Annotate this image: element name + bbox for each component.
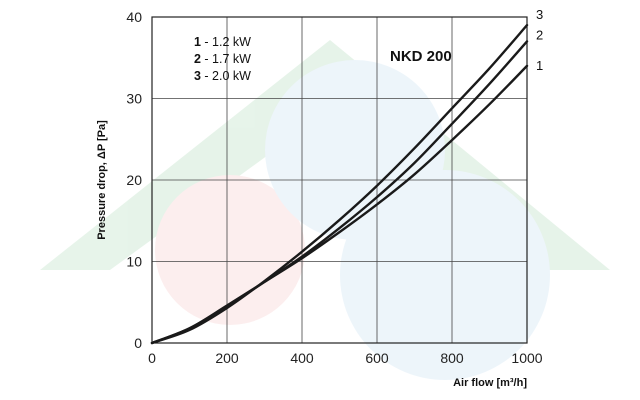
y-tick-label: 30: [126, 91, 142, 107]
x-tick-label: 800: [440, 350, 464, 366]
y-tick-label: 10: [126, 254, 142, 270]
x-axis-label: Air flow [m³/h]: [453, 377, 527, 389]
watermark-logo: [40, 40, 610, 380]
x-tick-label: 600: [365, 350, 389, 366]
y-tick-labels: 0 10 20 30 40: [126, 9, 142, 351]
y-tick-label: 20: [126, 172, 142, 188]
x-tick-label: 200: [215, 350, 239, 366]
series-end-labels: 1 2 3: [536, 7, 543, 73]
chart-title: NKD 200: [390, 48, 452, 65]
x-tick-label: 400: [290, 350, 314, 366]
y-tick-label: 40: [126, 9, 142, 25]
series-line-3: [150, 23, 529, 345]
legend: 1 - 1.2 kW 2 - 1.7 kW 3 - 2.0 kW: [194, 35, 251, 83]
series-line-2: [150, 40, 529, 345]
series-layer: [150, 23, 529, 345]
legend-item-2: 2 - 1.7 kW: [194, 52, 251, 66]
series-end-label-1: 1: [536, 58, 543, 73]
x-tick-labels: 0 200 400 600 800 1000: [148, 350, 543, 366]
legend-item-3: 3 - 2.0 kW: [194, 69, 251, 83]
plot-frame: [151, 16, 528, 344]
grid: [152, 17, 527, 343]
series-end-label-3: 3: [536, 7, 543, 22]
x-tick-label: 1000: [511, 350, 542, 366]
legend-item-1: 1 - 1.2 kW: [194, 35, 251, 49]
series-end-label-2: 2: [536, 27, 543, 42]
y-axis-label: Pressure drop, ΔP [Pa]: [96, 120, 108, 240]
x-tick-label: 0: [148, 350, 156, 366]
y-tick-label: 0: [134, 335, 142, 351]
